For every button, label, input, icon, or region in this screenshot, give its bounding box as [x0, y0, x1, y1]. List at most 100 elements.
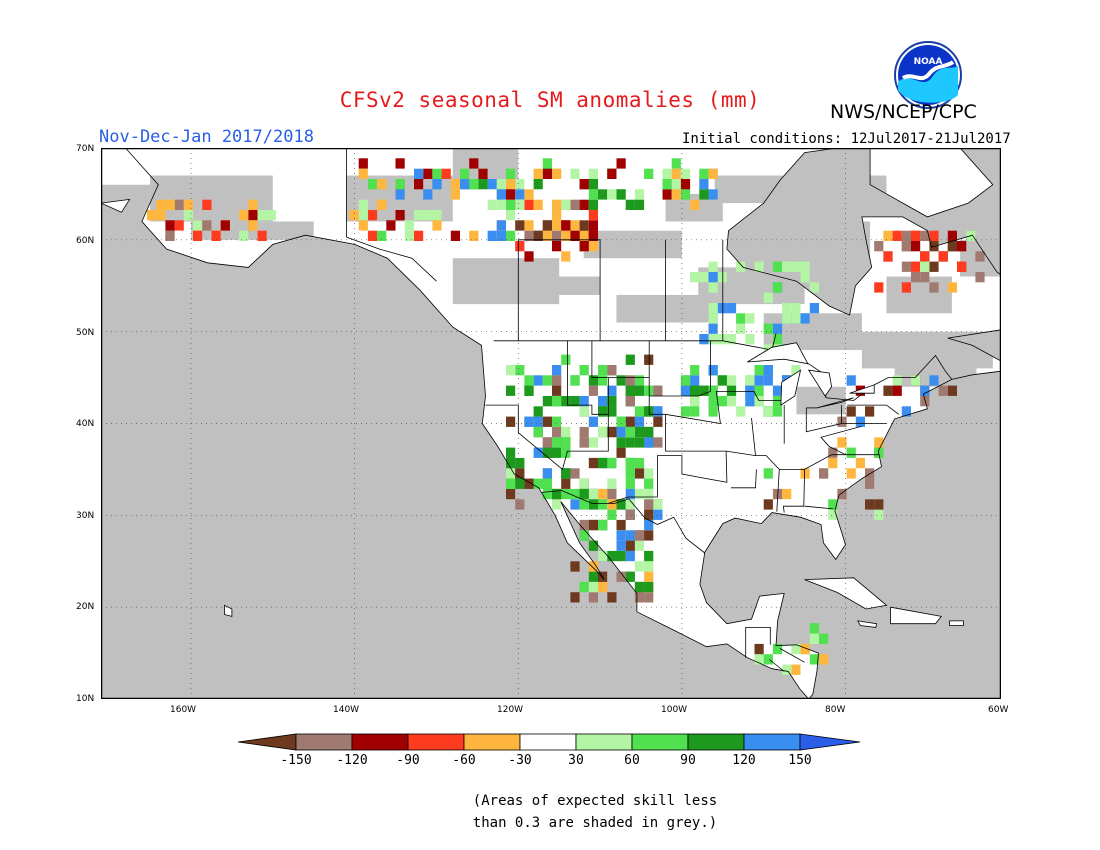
legend-swatch	[743, 733, 801, 751]
anomaly-cell	[193, 230, 203, 241]
anomaly-cell	[598, 365, 608, 376]
anomaly-cell	[846, 468, 856, 479]
anomaly-cell	[552, 426, 562, 438]
anomaly-cell	[828, 457, 838, 469]
anomaly-cell	[644, 468, 654, 479]
anomaly-cell	[542, 478, 552, 489]
anomaly-cell	[156, 199, 166, 210]
anomaly-cell	[901, 261, 911, 272]
anomaly-cell	[819, 633, 829, 644]
anomaly-cell	[947, 230, 957, 241]
anomaly-cell	[478, 168, 488, 179]
anomaly-cell	[460, 168, 470, 179]
anomaly-cell	[607, 385, 617, 396]
anomaly-cell	[782, 313, 792, 324]
map-frame	[100, 147, 1002, 700]
low-skill-region	[886, 276, 952, 314]
great-lake	[780, 369, 802, 406]
anomaly-cell	[763, 654, 773, 665]
anomaly-cell	[947, 385, 957, 396]
legend-swatch	[575, 733, 633, 751]
anomaly-cell	[920, 251, 930, 262]
anomaly-cell	[616, 447, 626, 458]
anomaly-cell	[174, 220, 184, 231]
anomaly-cell	[515, 499, 525, 510]
anomaly-cell	[515, 189, 525, 200]
anomaly-cell	[855, 416, 865, 427]
anomaly-cell	[791, 313, 801, 324]
anomaly-cell	[423, 168, 433, 179]
anomaly-cell	[957, 261, 967, 272]
anomaly-cell	[782, 261, 792, 272]
anomaly-cell	[644, 499, 654, 510]
anomaly-cell	[901, 406, 911, 417]
anomaly-cell	[644, 354, 654, 365]
great-lake	[816, 397, 854, 409]
anomaly-cell	[920, 396, 930, 407]
anomaly-cell	[570, 396, 580, 407]
coastline	[869, 147, 994, 218]
anomaly-cell	[754, 375, 764, 386]
border-line	[782, 469, 805, 513]
anomaly-cell	[588, 241, 598, 252]
anomaly-cell	[579, 426, 589, 438]
anomaly-cell	[772, 282, 783, 293]
anomaly-cell	[625, 457, 635, 469]
anomaly-cell	[800, 272, 810, 283]
anomaly-cell	[506, 468, 516, 479]
anomaly-cell	[524, 416, 534, 427]
anomaly-cell	[671, 189, 681, 200]
anomaly-cell	[920, 272, 930, 283]
lat-label-10n: 10N	[76, 694, 95, 704]
anomaly-cell	[552, 499, 562, 510]
anomaly-cell	[607, 488, 617, 500]
anomaly-cell	[653, 509, 663, 520]
anomaly-cell	[533, 179, 543, 190]
anomaly-cell	[395, 210, 405, 221]
anomaly-cell	[211, 230, 221, 241]
anomaly-cell	[625, 571, 635, 582]
lat-label-20n: 20N	[76, 602, 95, 612]
anomaly-cell	[524, 478, 534, 489]
border-line	[649, 340, 711, 397]
legend-swatch	[631, 733, 689, 751]
anomaly-cell	[616, 499, 626, 510]
border-lines	[99, 147, 1070, 700]
anomaly-cell	[570, 592, 580, 603]
anomaly-cell	[460, 179, 470, 190]
anomaly-cell	[809, 623, 819, 634]
anomaly-cell	[506, 230, 516, 241]
anomaly-cell	[607, 478, 617, 489]
border-line	[776, 469, 780, 512]
anomaly-cell	[487, 179, 497, 190]
anomaly-cell	[699, 168, 709, 179]
anomaly-cell	[800, 313, 810, 324]
anomaly-cell	[874, 282, 884, 293]
anomaly-cell	[165, 230, 175, 241]
anomaly-cell	[414, 210, 424, 221]
lat-label-70n: 70N	[76, 144, 95, 154]
legend-tick-label: 90	[680, 753, 696, 768]
anomaly-cell	[809, 303, 819, 314]
anomaly-cell	[506, 416, 516, 427]
anomaly-cell	[506, 488, 516, 500]
anomaly-cell	[772, 396, 783, 407]
anomaly-cell	[570, 468, 580, 479]
anomaly-cell	[699, 189, 709, 200]
anomaly-cell	[395, 158, 405, 169]
low-skill-region	[583, 230, 682, 259]
anomaly-cell	[607, 168, 617, 179]
low-skill-region	[796, 386, 846, 415]
anomaly-cell	[469, 230, 479, 241]
anomaly-cell	[865, 406, 875, 417]
land-island	[870, 148, 993, 217]
land-island	[857, 620, 877, 628]
anomaly-cell	[975, 272, 985, 283]
anomaly-cell	[570, 220, 580, 231]
anomaly-cell	[708, 272, 718, 283]
legend-tick-label: 30	[568, 753, 584, 768]
anomaly-cell	[736, 323, 746, 334]
anomaly-cell	[358, 168, 368, 179]
anomaly-cell	[745, 313, 755, 324]
anomaly-cell	[644, 581, 654, 593]
